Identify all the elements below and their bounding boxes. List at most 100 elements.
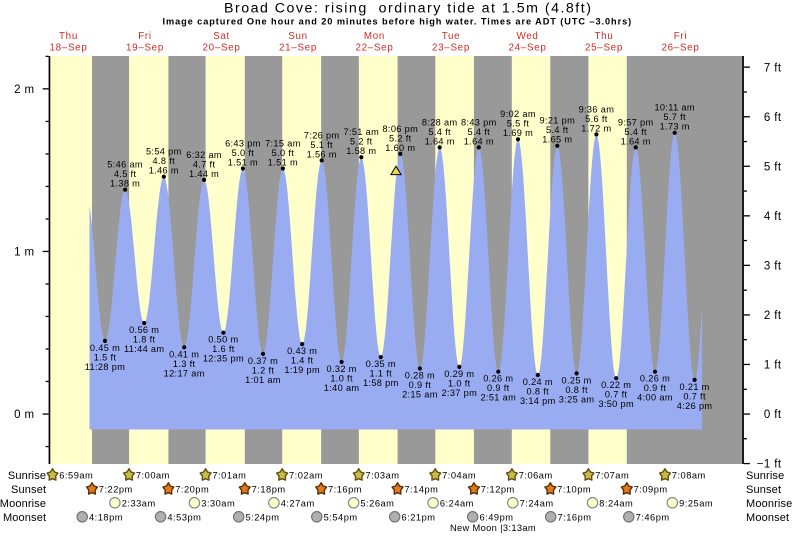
svg-text:0.43 m: 0.43 m	[287, 346, 317, 356]
svg-text:0.21 m: 0.21 m	[680, 382, 710, 392]
svg-text:5.2 ft: 5.2 ft	[350, 137, 373, 147]
svg-text:1.8 ft: 1.8 ft	[133, 334, 156, 344]
svg-text:7:16pm: 7:16pm	[558, 512, 592, 522]
svg-text:1.4 ft: 1.4 ft	[291, 356, 314, 366]
svg-text:7:20pm: 7:20pm	[175, 484, 209, 494]
svg-text:5.4 ft: 5.4 ft	[468, 127, 491, 137]
svg-text:0.37 m: 0.37 m	[248, 356, 278, 366]
svg-text:21–Sep: 21–Sep	[279, 43, 317, 54]
svg-text:1.2 ft: 1.2 ft	[252, 365, 275, 375]
svg-text:7:02am: 7:02am	[289, 470, 323, 480]
svg-text:4 ft: 4 ft	[764, 211, 782, 223]
svg-text:1.64 m: 1.64 m	[621, 136, 651, 146]
svg-text:1.51 m: 1.51 m	[268, 157, 298, 167]
svg-text:1:01 am: 1:01 am	[245, 375, 281, 385]
svg-text:10:11 am: 10:11 am	[654, 103, 694, 113]
svg-text:Sunset: Sunset	[746, 484, 781, 496]
svg-text:19–Sep: 19–Sep	[126, 43, 164, 54]
svg-text:0.32 m: 0.32 m	[327, 364, 357, 374]
svg-text:20–Sep: 20–Sep	[203, 43, 241, 54]
svg-text:1.64 m: 1.64 m	[425, 136, 455, 146]
svg-text:6 ft: 6 ft	[764, 112, 782, 124]
svg-text:4.5 ft: 4.5 ft	[114, 169, 137, 179]
svg-text:1 m: 1 m	[14, 247, 34, 259]
svg-text:1.51 m: 1.51 m	[228, 157, 258, 167]
svg-text:0.26 m: 0.26 m	[640, 374, 670, 384]
svg-text:2:51 am: 2:51 am	[480, 393, 516, 403]
svg-text:1.58 m: 1.58 m	[346, 146, 376, 156]
svg-text:1.0 ft: 1.0 ft	[330, 373, 353, 383]
svg-text:7:46pm: 7:46pm	[636, 512, 670, 522]
svg-text:1.73 m: 1.73 m	[660, 122, 690, 132]
svg-text:5.0 ft: 5.0 ft	[232, 148, 255, 158]
svg-text:7:26 pm: 7:26 pm	[304, 130, 340, 140]
svg-text:7:12pm: 7:12pm	[481, 484, 515, 494]
svg-text:12:35 pm: 12:35 pm	[203, 354, 244, 364]
svg-text:5:24pm: 5:24pm	[246, 512, 280, 522]
svg-text:−1 ft: −1 ft	[757, 459, 782, 471]
svg-text:Sunset: Sunset	[11, 484, 46, 496]
svg-text:Thu: Thu	[59, 31, 78, 42]
svg-text:8:24am: 8:24am	[599, 498, 633, 508]
svg-text:6:21pm: 6:21pm	[402, 512, 436, 522]
svg-text:7:18pm: 7:18pm	[252, 484, 286, 494]
svg-text:9:02 am: 9:02 am	[500, 109, 536, 119]
svg-text:23–Sep: 23–Sep	[432, 43, 470, 54]
svg-text:0.26 m: 0.26 m	[483, 374, 513, 384]
svg-text:Thu: Thu	[595, 31, 614, 42]
svg-text:5 ft: 5 ft	[764, 161, 782, 173]
svg-text:11:44 am: 11:44 am	[124, 344, 164, 354]
svg-text:1:40 am: 1:40 am	[324, 383, 360, 393]
svg-text:1.69 m: 1.69 m	[503, 128, 533, 138]
svg-text:1.38 m: 1.38 m	[110, 179, 140, 189]
svg-text:Tue: Tue	[442, 31, 461, 42]
svg-text:7 ft: 7 ft	[764, 62, 782, 74]
svg-text:5.4 ft: 5.4 ft	[546, 125, 569, 135]
svg-text:4.7 ft: 4.7 ft	[193, 159, 216, 169]
svg-text:18–Sep: 18–Sep	[50, 43, 88, 54]
svg-text:7:51 am: 7:51 am	[343, 127, 379, 137]
svg-text:2:33am: 2:33am	[122, 498, 156, 508]
svg-text:1.5 ft: 1.5 ft	[94, 352, 117, 362]
svg-text:11:28 pm: 11:28 pm	[85, 362, 125, 372]
svg-text:5.7 ft: 5.7 ft	[663, 112, 686, 122]
svg-text:2 ft: 2 ft	[764, 310, 782, 322]
svg-text:3:25 am: 3:25 am	[559, 394, 595, 404]
svg-text:Image captured One hour and 20: Image captured One hour and 20 minutes b…	[163, 17, 633, 27]
svg-text:Sunrise: Sunrise	[8, 470, 46, 482]
svg-text:1.60 m: 1.60 m	[385, 143, 415, 153]
svg-text:7:15 am: 7:15 am	[265, 138, 301, 148]
svg-text:5.5 ft: 5.5 ft	[507, 119, 530, 129]
svg-text:6:49pm: 6:49pm	[480, 512, 514, 522]
svg-text:2:15 am: 2:15 am	[402, 389, 438, 399]
svg-text:New Moon |3:13am: New Moon |3:13am	[450, 523, 536, 533]
svg-text:7:06am: 7:06am	[519, 470, 553, 480]
svg-text:Sat: Sat	[213, 31, 230, 42]
svg-text:1 ft: 1 ft	[764, 360, 782, 372]
svg-text:22–Sep: 22–Sep	[356, 43, 394, 54]
svg-text:5.1 ft: 5.1 ft	[310, 140, 333, 150]
svg-text:9:57 pm: 9:57 pm	[618, 117, 654, 127]
svg-text:5.4 ft: 5.4 ft	[428, 127, 451, 137]
svg-text:0.7 ft: 0.7 ft	[683, 391, 706, 401]
svg-text:5:54 pm: 5:54 pm	[146, 147, 182, 157]
svg-text:0.50 m: 0.50 m	[208, 335, 238, 345]
svg-text:1.56 m: 1.56 m	[307, 149, 337, 159]
svg-text:0.24 m: 0.24 m	[523, 377, 553, 387]
svg-text:1.1 ft: 1.1 ft	[370, 369, 393, 379]
svg-text:1.65 m: 1.65 m	[542, 135, 572, 145]
svg-text:1.72 m: 1.72 m	[581, 123, 611, 133]
svg-text:25–Sep: 25–Sep	[585, 43, 623, 54]
svg-text:0.29 m: 0.29 m	[444, 369, 474, 379]
svg-text:4:53pm: 4:53pm	[167, 512, 201, 522]
svg-text:6:32 am: 6:32 am	[186, 150, 222, 160]
svg-text:7:03am: 7:03am	[366, 470, 400, 480]
svg-text:0.9 ft: 0.9 ft	[409, 380, 432, 390]
svg-text:9:36 am: 9:36 am	[579, 104, 615, 114]
svg-text:3:50 pm: 3:50 pm	[598, 399, 634, 409]
svg-text:0.28 m: 0.28 m	[405, 370, 435, 380]
svg-text:1:58 pm: 1:58 pm	[363, 378, 399, 388]
svg-text:1.44 m: 1.44 m	[189, 169, 219, 179]
svg-text:Broad Cove: rising ordinary t: Broad Cove: rising ordinary tide at 1.5m…	[224, 1, 592, 17]
svg-text:26–Sep: 26–Sep	[662, 43, 700, 54]
